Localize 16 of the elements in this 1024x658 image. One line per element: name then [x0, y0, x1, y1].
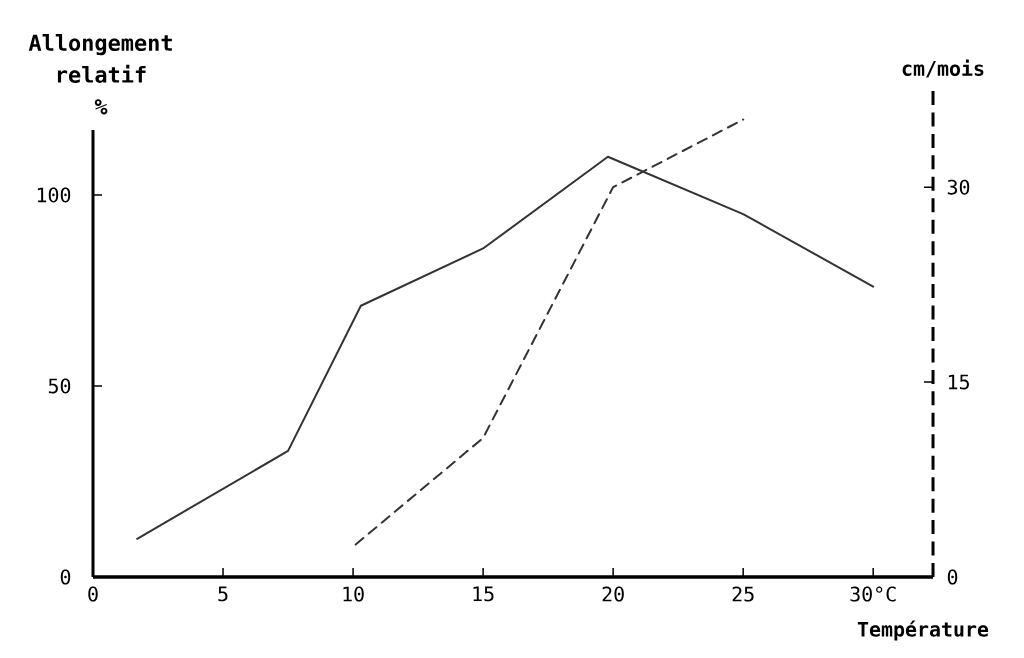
y-axis-title: Allongement relatif % [28, 34, 172, 115]
x-tick-label: 15 [473, 586, 494, 602]
y2-tick-label: 15 [948, 374, 969, 390]
x-tick-label: 10 [343, 586, 364, 602]
x-tick-label: 5 [218, 586, 228, 602]
y2-tick-label: 30 [947, 179, 970, 195]
x-tick-label: 20 [602, 586, 624, 602]
y-tick-label: 100 [37, 187, 71, 203]
x-axis-title: Température [857, 620, 989, 641]
y-tick-label: 50 [48, 378, 71, 394]
x-tick-label: 25 [732, 586, 754, 602]
x-tick-label: 30°C [850, 586, 896, 602]
y2-tick-label: 0 [947, 569, 958, 585]
x-tick-label: 0 [88, 586, 98, 602]
y-tick-label: 0 [60, 569, 71, 585]
y2-axis-title: cm/mois [902, 59, 984, 78]
